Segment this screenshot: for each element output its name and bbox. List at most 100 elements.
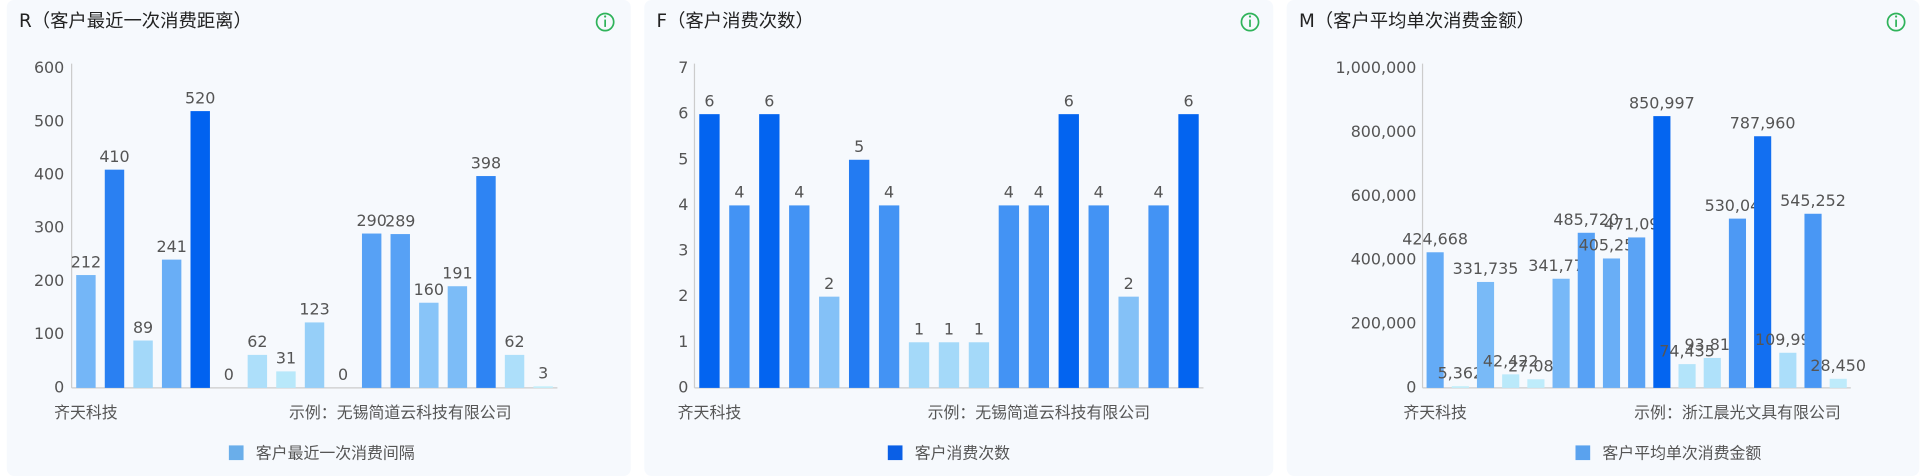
bar xyxy=(104,169,125,388)
x-tick-label: 齐天科技 xyxy=(1403,403,1467,422)
bar xyxy=(848,159,870,388)
data-label: 0 xyxy=(224,365,234,384)
bar xyxy=(76,275,96,388)
data-label: 109,990 xyxy=(1755,330,1821,349)
data-label: 6 xyxy=(1064,91,1074,110)
data-label: 6 xyxy=(764,91,774,110)
data-label: 2 xyxy=(824,274,834,293)
legend-label: 客户最近一次消费间隔 xyxy=(256,443,415,462)
bar xyxy=(161,259,182,388)
info-icon[interactable] xyxy=(1240,12,1260,32)
data-label: 850,997 xyxy=(1629,93,1695,112)
bar xyxy=(533,386,553,388)
y-tick-label: 1 xyxy=(678,332,688,351)
y-tick-label: 100 xyxy=(34,324,64,343)
data-label: 2 xyxy=(1124,274,1134,293)
data-label: 4 xyxy=(794,183,804,202)
bar xyxy=(1058,114,1079,388)
bar xyxy=(476,176,496,388)
y-tick-label: 0 xyxy=(54,377,64,396)
data-label: 4 xyxy=(734,183,744,202)
bar xyxy=(390,234,410,388)
data-label: 62 xyxy=(504,332,524,351)
data-label: 5,362 xyxy=(1438,363,1484,382)
bar xyxy=(789,205,810,388)
bar xyxy=(1148,205,1169,388)
data-label: 28,450 xyxy=(1810,356,1866,375)
data-label: 4 xyxy=(1094,183,1104,202)
data-label: 4 xyxy=(884,183,894,202)
data-label: 123 xyxy=(299,300,329,319)
bar xyxy=(1178,114,1199,388)
data-label: 0 xyxy=(338,365,348,384)
bar xyxy=(419,302,439,388)
data-label: 4 xyxy=(1004,183,1014,202)
x-tick-label: 示例：无锡简道云科技有限公司 xyxy=(928,403,1150,422)
bar xyxy=(1527,379,1545,388)
y-tick-label: 800,000 xyxy=(1351,122,1417,141)
data-label: 93,815 xyxy=(1684,335,1740,354)
y-tick-label: 4 xyxy=(678,195,688,214)
data-label: 191 xyxy=(442,263,472,282)
bar xyxy=(1628,237,1646,388)
info-icon[interactable] xyxy=(595,12,615,32)
bar xyxy=(1028,205,1049,388)
y-tick-label: 200,000 xyxy=(1351,314,1417,333)
bar xyxy=(998,205,1020,388)
data-label: 405,250 xyxy=(1579,236,1645,255)
data-label: 27,083 xyxy=(1508,357,1564,376)
chart-title: R（客户最近一次消费距离） xyxy=(19,11,252,32)
y-tick-label: 400,000 xyxy=(1351,250,1417,269)
data-label: 485,720 xyxy=(1553,210,1619,229)
data-label: 6 xyxy=(1183,91,1193,110)
data-label: 289 xyxy=(385,211,415,230)
data-label: 1 xyxy=(974,320,984,339)
data-label: 530,040 xyxy=(1705,196,1771,215)
data-label: 331,735 xyxy=(1453,259,1519,278)
data-label: 74,435 xyxy=(1659,341,1715,360)
bar xyxy=(1804,213,1822,388)
bar xyxy=(1829,378,1847,388)
bar xyxy=(759,114,780,388)
data-label: 31 xyxy=(276,349,296,368)
data-label: 471,098 xyxy=(1604,215,1670,234)
bar xyxy=(1426,252,1444,388)
y-tick-label: 200 xyxy=(34,271,64,290)
chart-title: M（客户平均单次消费金额） xyxy=(1299,11,1535,32)
bar xyxy=(304,322,325,388)
data-label: 520 xyxy=(185,88,215,107)
chart-title: F（客户消费次数） xyxy=(657,11,814,32)
data-label: 42,422 xyxy=(1483,352,1539,371)
data-label: 1 xyxy=(944,320,954,339)
y-tick-label: 5 xyxy=(678,149,688,168)
legend-swatch xyxy=(1575,445,1591,461)
data-label: 424,668 xyxy=(1402,230,1468,249)
bar xyxy=(1118,296,1139,388)
y-tick-label: 500 xyxy=(34,111,64,130)
data-label: 398 xyxy=(471,153,501,172)
bar xyxy=(247,354,268,388)
bar xyxy=(504,354,525,388)
data-label: 4 xyxy=(1034,183,1044,202)
data-label: 160 xyxy=(414,280,444,299)
bar xyxy=(938,342,960,388)
data-label: 5 xyxy=(854,137,864,156)
bar xyxy=(1678,364,1696,388)
bar xyxy=(133,340,153,388)
bar xyxy=(1577,232,1595,388)
data-label: 4 xyxy=(1154,183,1164,202)
bar xyxy=(1088,205,1109,388)
info-icon[interactable] xyxy=(1886,12,1906,32)
data-label: 6 xyxy=(704,91,714,110)
bar xyxy=(1552,278,1570,388)
legend-swatch xyxy=(887,445,903,461)
bar xyxy=(1451,386,1469,388)
bar xyxy=(908,342,930,388)
bar xyxy=(729,205,750,388)
y-tick-label: 1,000,000 xyxy=(1336,58,1417,77)
data-label: 62 xyxy=(247,332,267,351)
data-label: 341,778 xyxy=(1528,256,1594,275)
y-tick-label: 6 xyxy=(678,104,688,123)
y-tick-label: 300 xyxy=(34,218,64,237)
legend-label: 客户消费次数 xyxy=(915,443,1010,462)
